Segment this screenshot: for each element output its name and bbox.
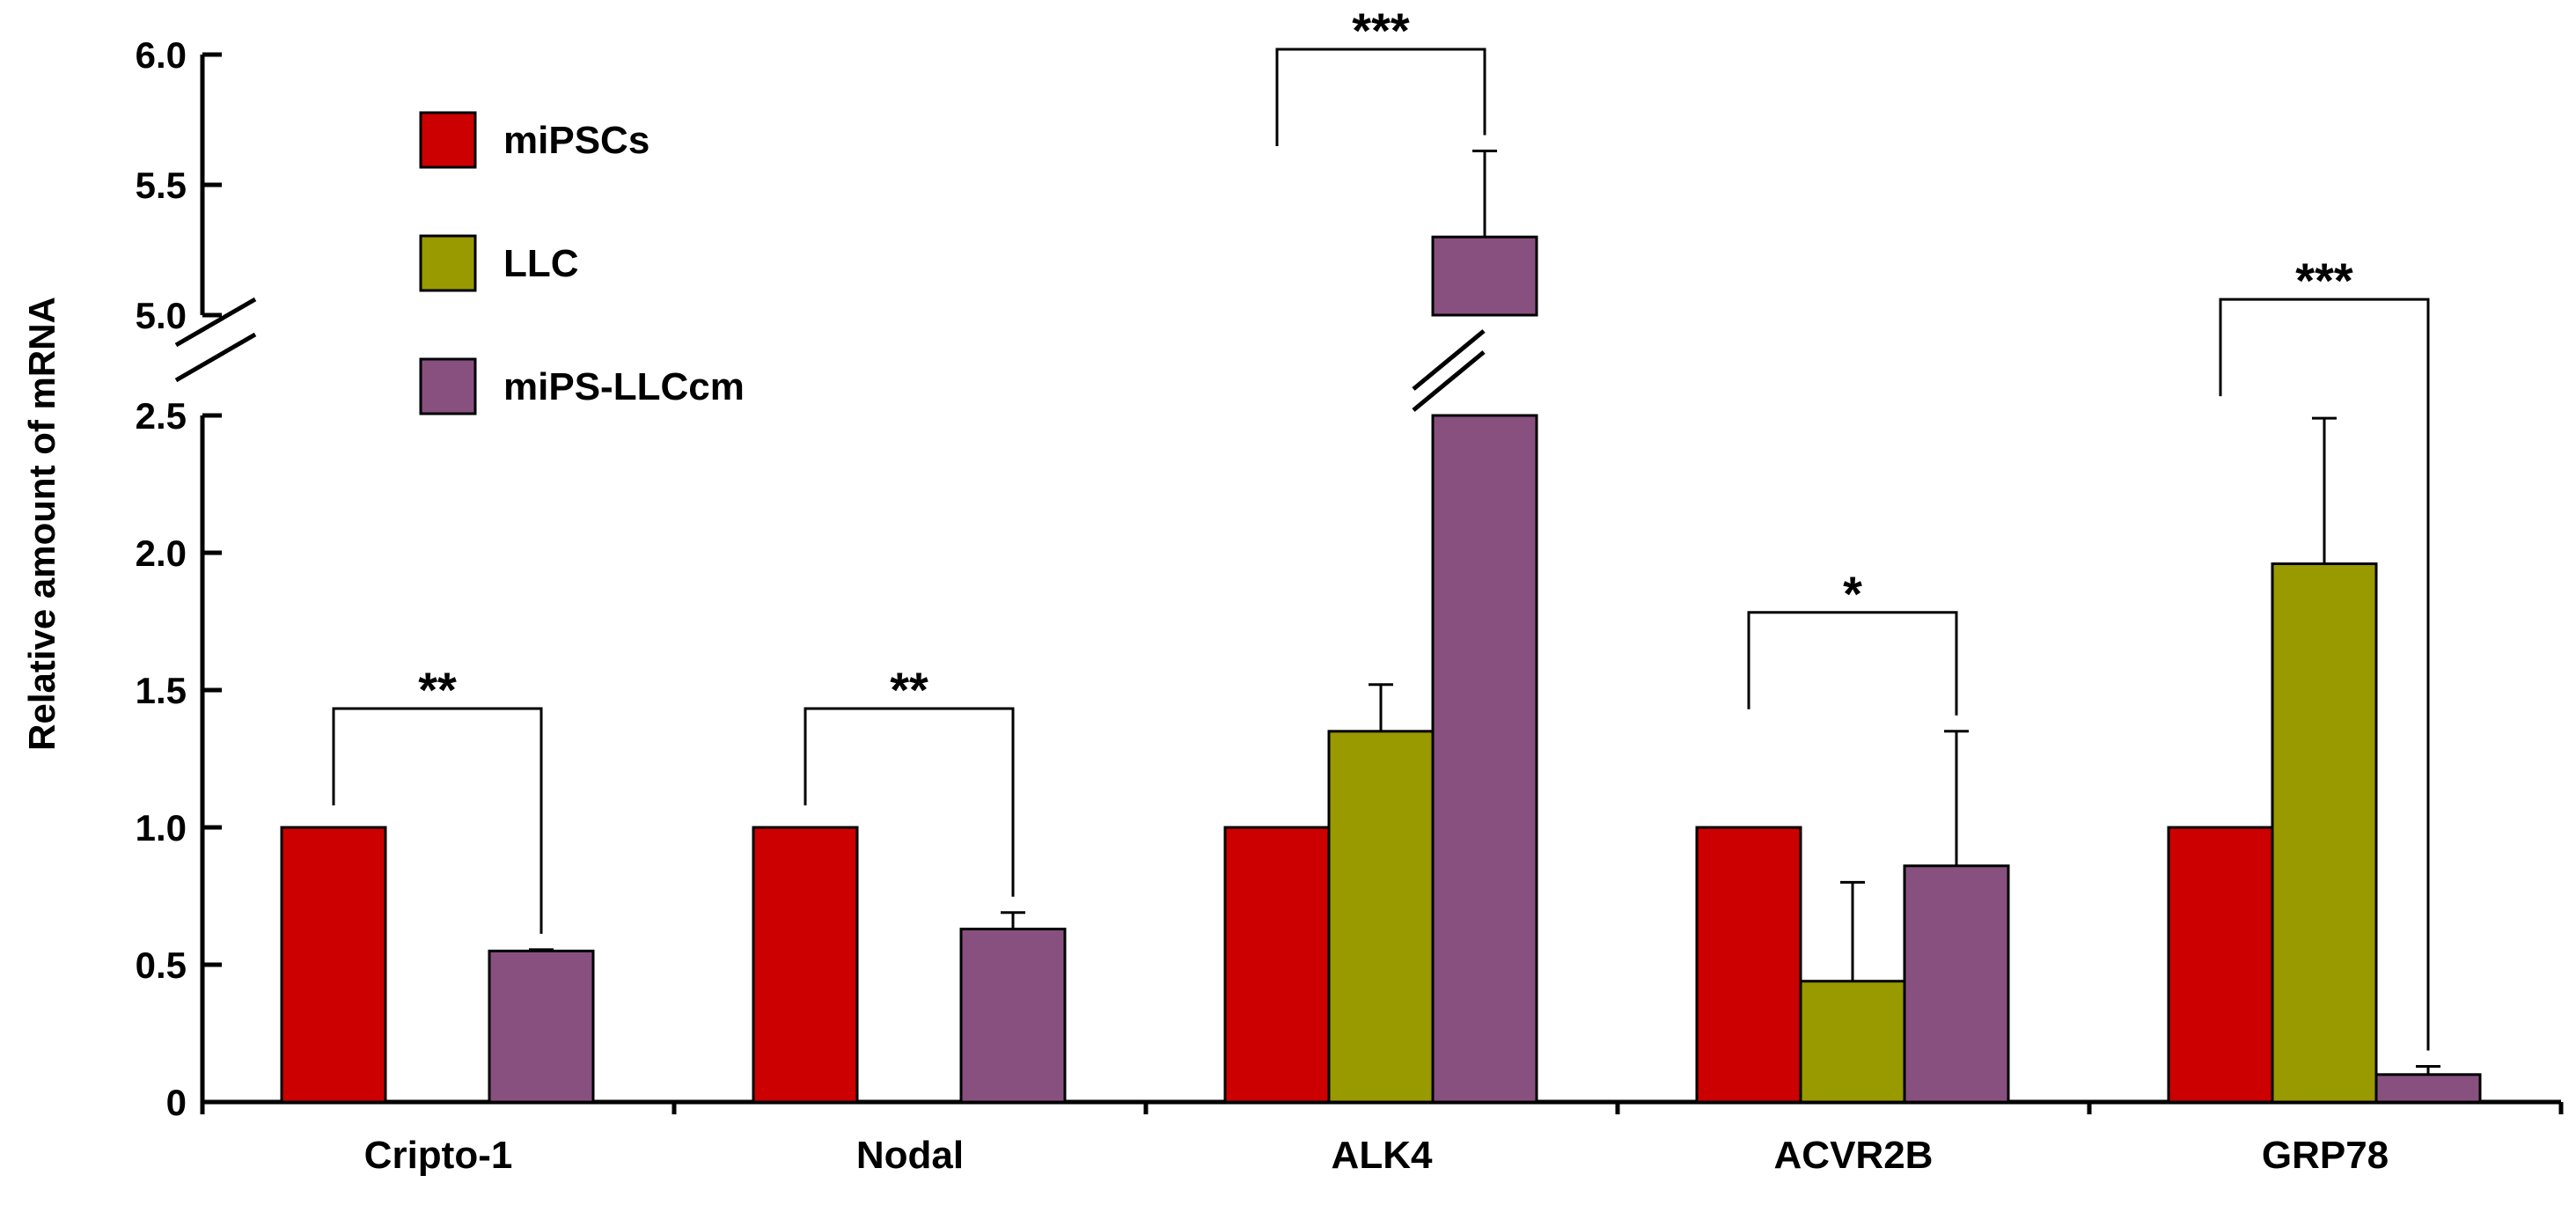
axis-break-mark <box>174 297 257 348</box>
axis-break-mark <box>174 332 257 383</box>
x-category-label: Nodal <box>856 1134 964 1177</box>
bar <box>488 949 595 1104</box>
bar-break-mark <box>1412 329 1486 391</box>
bar <box>280 826 387 1104</box>
legend-swatch <box>419 111 477 169</box>
legend-label: miPS-LLCcm <box>503 365 745 408</box>
legend-swatch <box>419 234 477 292</box>
bar <box>2271 562 2378 1104</box>
significance-bracket <box>1275 48 1486 146</box>
x-category-label: Cripto-1 <box>364 1134 513 1177</box>
legend: miPSCs LLC miPS-LLCcm <box>419 111 745 415</box>
significance-label: *** <box>1352 3 1410 58</box>
significance-label: ** <box>890 662 928 717</box>
significance-label: * <box>1843 566 1862 621</box>
significance-brackets: ** ********* <box>332 3 2430 1051</box>
significance-label: ** <box>418 662 457 717</box>
y-axis-title: Relative amount of mRNA <box>21 297 62 751</box>
y-tick-label: 6.0 <box>136 34 187 76</box>
bar <box>1695 826 1802 1104</box>
significance-bracket <box>2219 298 2430 1051</box>
bar <box>1799 980 1906 1104</box>
bar <box>1431 414 1538 1104</box>
bar-upper-segment <box>1431 235 1538 317</box>
y-tick-label: 5.0 <box>136 295 187 336</box>
y-tick-label: 2.5 <box>136 395 187 437</box>
x-category-label: GRP78 <box>2262 1134 2389 1177</box>
bars <box>280 150 2482 1104</box>
bar <box>959 927 1067 1104</box>
y-tick-label: 0.5 <box>136 944 187 986</box>
y-tick-label: 0 <box>166 1082 187 1123</box>
bar <box>1327 730 1435 1104</box>
y-tick-label: 1.5 <box>136 670 187 711</box>
bar <box>752 826 859 1104</box>
bar-break-mark <box>1412 350 1486 412</box>
significance-label: *** <box>2295 253 2353 308</box>
bar <box>1903 864 2010 1104</box>
bar <box>2167 826 2274 1104</box>
significance-bracket <box>332 707 543 934</box>
y-tick-label: 5.5 <box>136 165 187 206</box>
significance-bracket <box>804 707 1015 897</box>
x-category-label: ALK4 <box>1332 1134 1433 1177</box>
legend-swatch <box>419 357 477 415</box>
legend-label: LLC <box>503 242 579 285</box>
y-tick-label: 2.0 <box>136 533 187 574</box>
x-category-label: ACVR2B <box>1774 1134 1934 1177</box>
y-tick-label: 1.0 <box>136 807 187 849</box>
legend-label: miPSCs <box>503 119 650 162</box>
bar <box>1223 826 1331 1104</box>
bar <box>2374 1073 2482 1104</box>
significance-bracket <box>1747 611 1958 716</box>
